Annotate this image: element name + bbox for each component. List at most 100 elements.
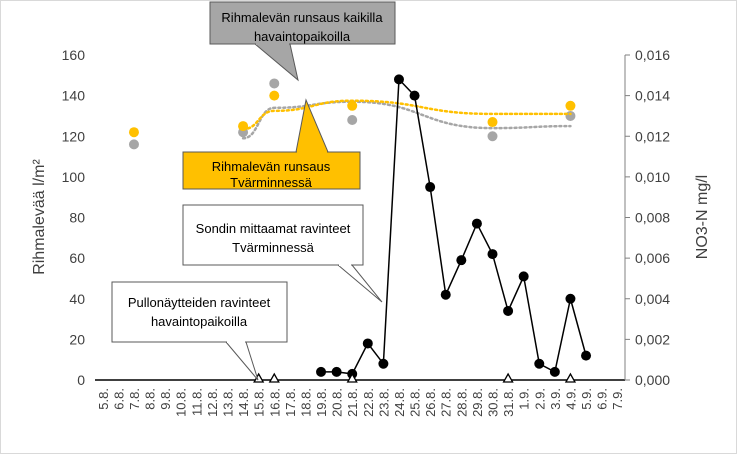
x-tick-label: 7.9. (610, 388, 625, 410)
callout-text-line: Rihmalevän runsaus (212, 159, 331, 174)
y-tick-label: 140 (62, 88, 86, 104)
x-tick-label: 8.8. (143, 388, 158, 410)
y2-tick-label: 0,002 (635, 331, 670, 347)
x-tick-label: 6.8. (111, 388, 126, 410)
y-tick-label: 0 (77, 372, 85, 388)
series-1-point (128, 139, 139, 150)
series-0-point (128, 127, 139, 138)
x-tick-label: 17.8. (283, 388, 298, 417)
y-tick-label: 100 (62, 169, 86, 185)
series-1-point (487, 131, 498, 142)
series-2-point (581, 350, 592, 361)
series-2-point (487, 249, 498, 260)
x-tick-label: 14.8. (236, 388, 251, 417)
y2-tick-label: 0,008 (635, 210, 670, 226)
x-tick-label: 16.8. (267, 388, 282, 417)
x-tick-label: 5.8. (96, 388, 111, 410)
x-tick-label: 21.8. (345, 388, 360, 417)
series-2-point (503, 305, 514, 316)
series-2-point (518, 271, 529, 282)
x-tick-label: 4.9. (563, 388, 578, 410)
x-tick-label: 6.9. (595, 388, 610, 410)
y-tick-label: 160 (62, 47, 86, 63)
y-axis-title: Rihmalevää l/m² (31, 159, 48, 275)
series-2-point (378, 358, 389, 369)
callout-text-line: Tvärminnessä (230, 175, 312, 190)
y2-tick-label: 0,006 (635, 250, 670, 266)
y2-tick-label: 0,000 (635, 372, 670, 388)
series-3-point (268, 372, 280, 383)
callout-text-line: Tvärminnessä (232, 240, 314, 255)
series-2-point (534, 358, 545, 369)
series-2-point (409, 90, 420, 101)
series-0-trendline (241, 99, 572, 131)
series-3-point (564, 372, 577, 383)
x-tick-label: 31.8. (501, 388, 516, 417)
x-tick-label: 5.9. (579, 388, 594, 410)
series-3-point (346, 372, 358, 383)
x-tick-label: 20.8. (330, 388, 345, 417)
x-tick-label: 23.8. (376, 388, 391, 417)
y2-axis-title: NO3-N mg/l (694, 175, 711, 259)
series-0-point (269, 90, 280, 101)
x-tick-label: 27.8. (439, 388, 454, 417)
x-tick-label: 29.8. (470, 388, 485, 417)
x-tick-label: 10.8. (174, 388, 189, 417)
series-0-point (487, 117, 498, 128)
x-tick-label: 9.8. (158, 388, 173, 410)
x-tick-label: 13.8. (221, 388, 236, 417)
y2-tick-label: 0,010 (635, 169, 670, 185)
y-tick-label: 120 (62, 128, 86, 144)
y-tick-label: 80 (69, 210, 85, 226)
x-tick-label: 19.8. (314, 388, 329, 417)
x-tick-label: 22.8. (361, 388, 376, 417)
x-tick-label: 15.8. (252, 388, 267, 417)
y2-tick-label: 0,016 (635, 47, 670, 63)
series-3-point (502, 372, 514, 383)
callout-3: Pullonäytteiden ravinteet havaintopaikoil… (111, 281, 288, 381)
series-2-point (549, 366, 560, 377)
y-tick-labels: 0 20 40 60 80 100 120 140 160 (62, 47, 86, 388)
series-2-point (362, 338, 373, 349)
y2-tick-label: 0,014 (635, 88, 670, 104)
callout-box (209, 1, 396, 45)
series-1-point (565, 110, 576, 121)
y-tick-label: 60 (69, 250, 85, 266)
series-2-point (456, 255, 467, 266)
series-1-point (347, 115, 358, 125)
y-tick-label: 40 (69, 291, 85, 307)
callout-box (182, 204, 364, 266)
x-tick-label: 28.8. (454, 388, 469, 417)
x-tick-label: 26.8. (423, 388, 438, 417)
series-0-point (347, 100, 358, 111)
callout-text-line: havaintopaikoilla (151, 314, 248, 329)
x-tick-label: 18.8. (298, 388, 313, 417)
callout-text-line: Pullonäytteiden ravinteet (128, 295, 271, 310)
callout-text-line: Sondin mittaamat ravinteet (196, 221, 351, 236)
callout-layer: Rihmalevän runsaus kaikilla havaintopaiko… (111, 1, 396, 381)
x-tick-label: 1.9. (517, 388, 532, 410)
series-2-point (440, 289, 451, 300)
series-layer (128, 74, 592, 383)
series-2-point (471, 218, 482, 229)
series-2-point (565, 293, 576, 304)
y2-tick-labels: 0,000 0,002 0,004 0,006 0,008 0,010 0,012 0,014… (625, 47, 670, 388)
callout-2: Sondin mittaamat ravinteet Tvärminnessä (182, 204, 383, 303)
x-tick-label: 7.8. (127, 388, 142, 410)
callout-0: Rihmalevän runsaus kaikilla havaintopaiko… (209, 1, 396, 82)
series-2-point (425, 182, 436, 193)
series-2-point (393, 74, 404, 85)
x-tick-label: 24.8. (392, 388, 407, 417)
y-tick-label: 20 (69, 331, 85, 347)
callout-box (182, 151, 361, 190)
series-0-point (238, 121, 249, 132)
x-tick-labels: 5.8. 6.8. 7.8. 8.8. 9.8. 10.8. 11.8. 12.8. 13.8.… (96, 388, 625, 417)
series-2-point (331, 366, 342, 377)
series-0-point (565, 100, 576, 111)
x-tick-label: 25.8. (408, 388, 423, 417)
callout-text-line: Rihmalevän runsaus kaikilla (221, 10, 383, 25)
